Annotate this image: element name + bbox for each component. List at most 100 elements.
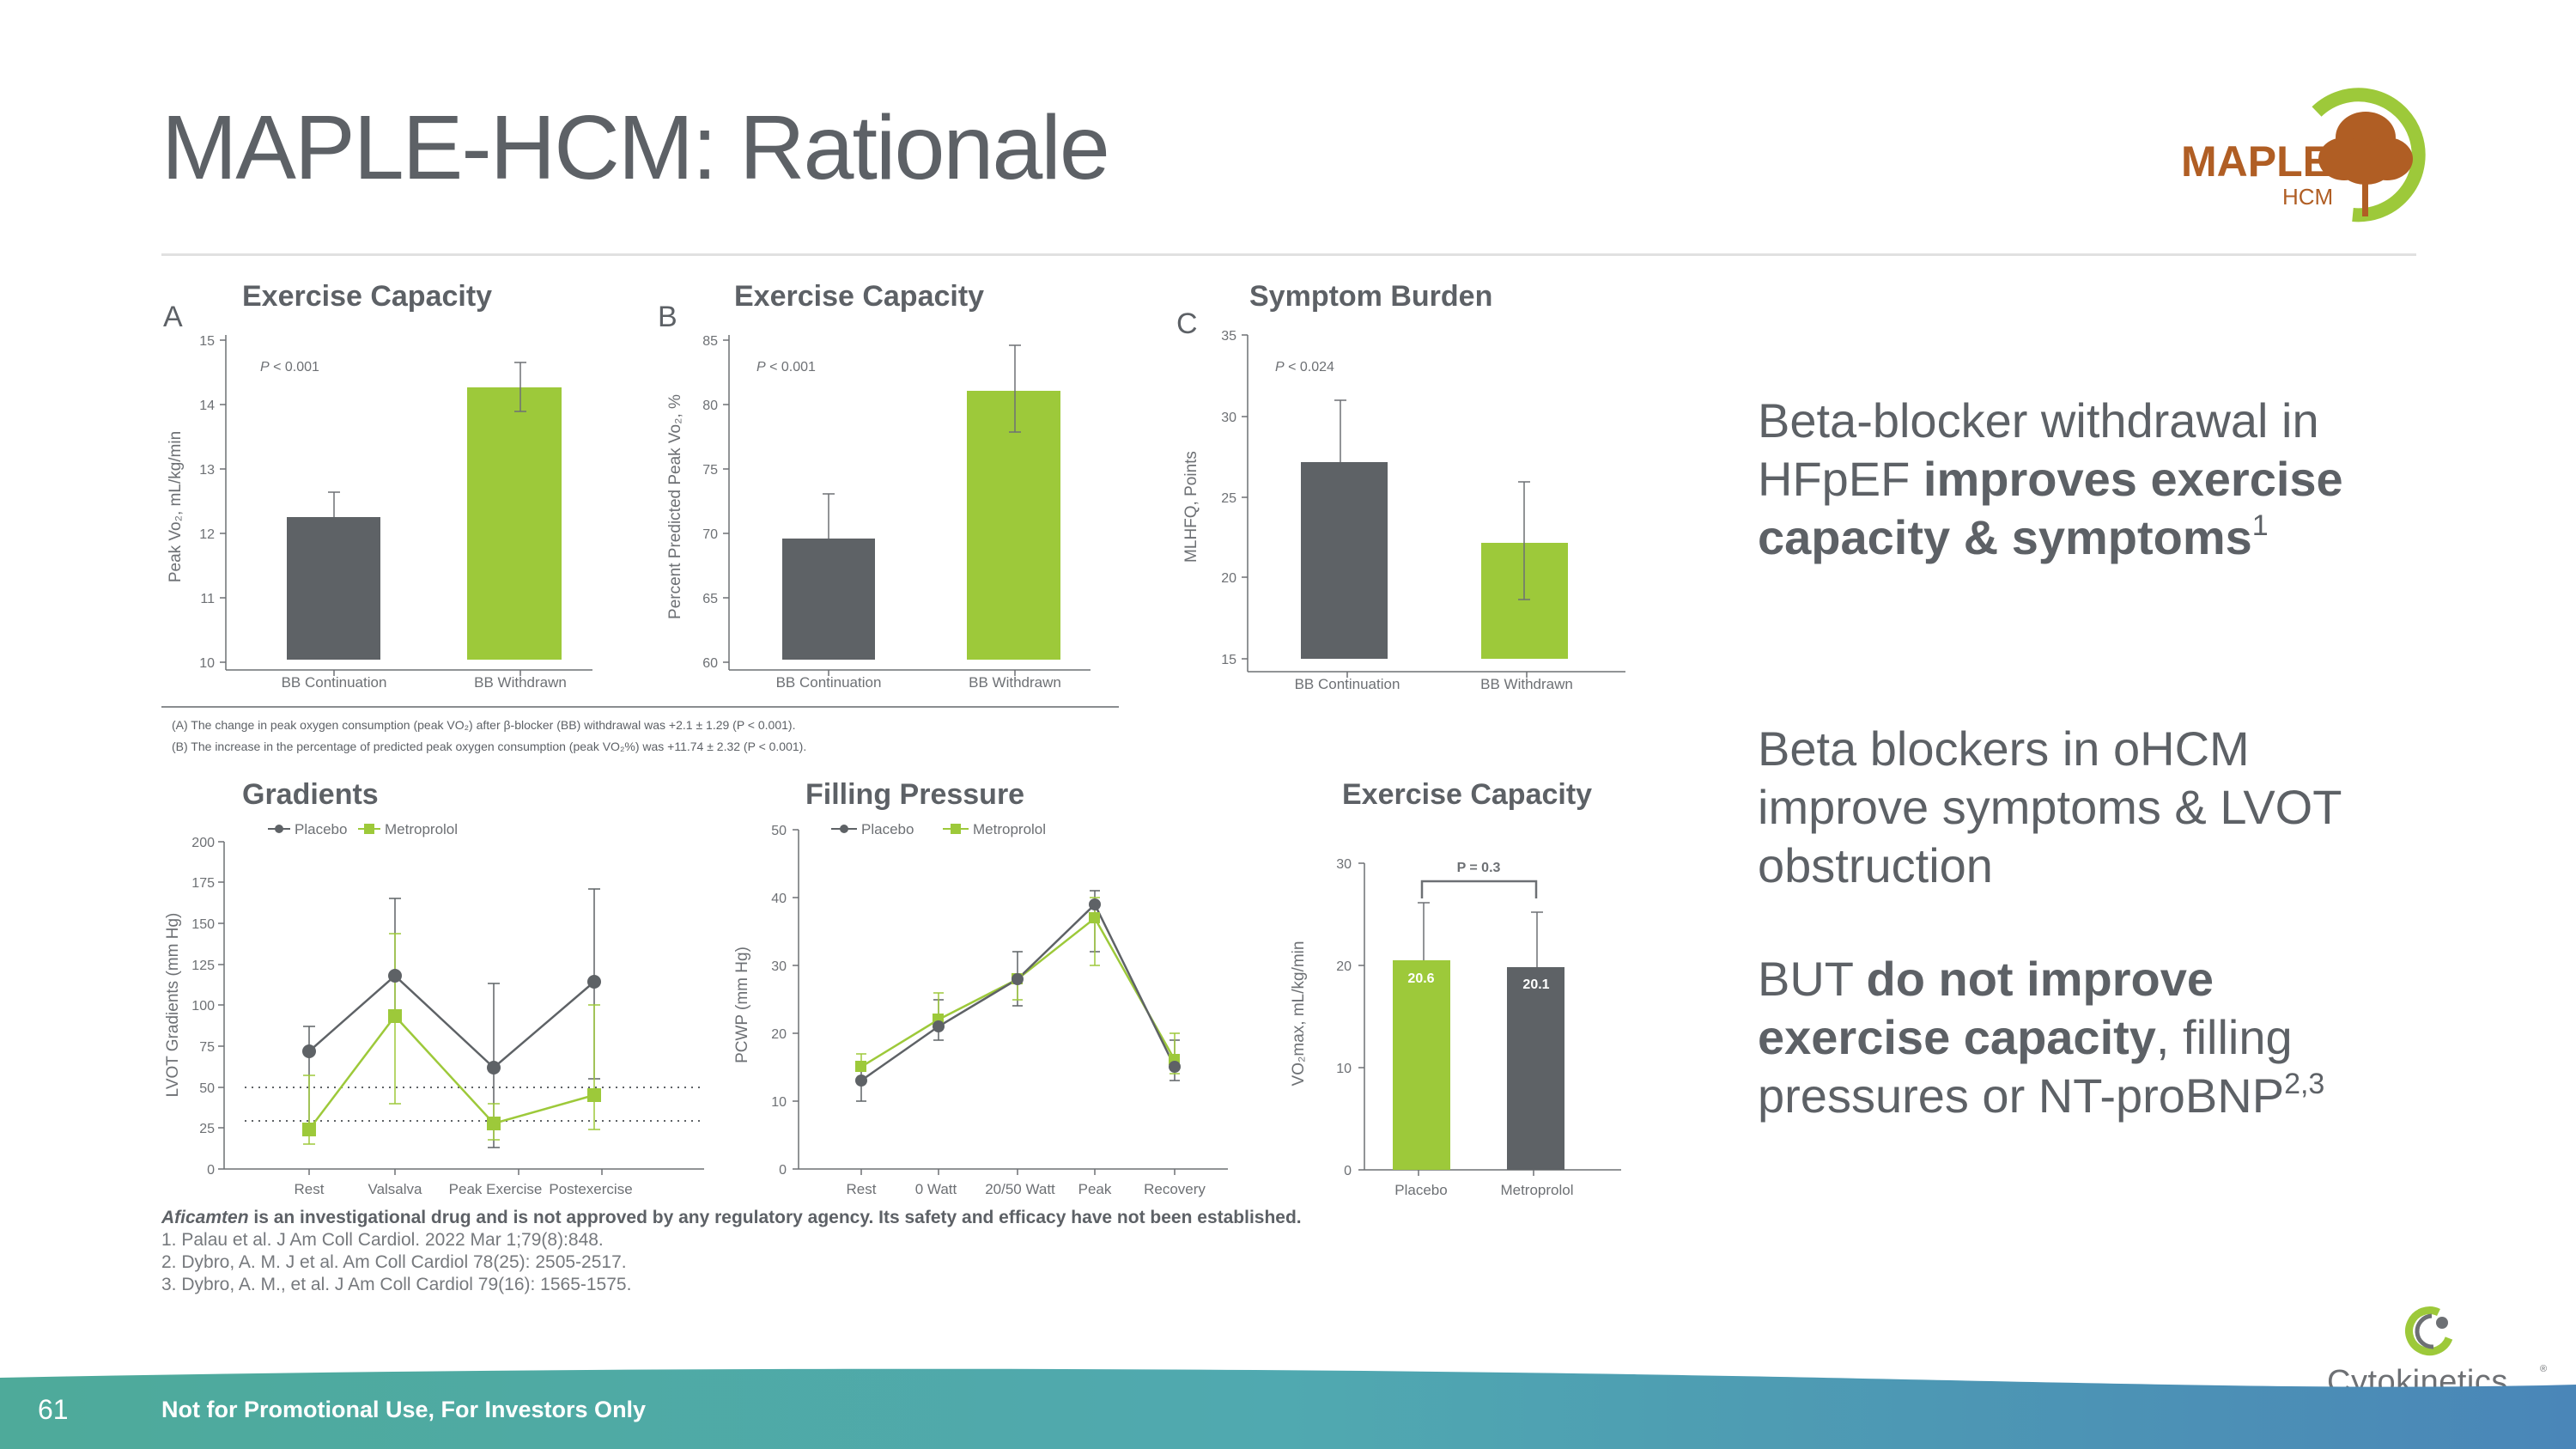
caption-b: (B) The increase in the percentage of pr… [172, 740, 807, 753]
svg-text:Placebo: Placebo [861, 821, 914, 837]
svg-text:25: 25 [1221, 491, 1236, 506]
svg-text:75: 75 [702, 463, 718, 478]
svg-text:20.6: 20.6 [1407, 971, 1434, 986]
svg-text:20.1: 20.1 [1522, 977, 1549, 992]
svg-text:Peak Exercise: Peak Exercise [449, 1181, 543, 1197]
svg-text:20: 20 [1336, 959, 1352, 974]
svg-text:20: 20 [771, 1027, 787, 1042]
panel-filling-title: Filling Pressure [805, 778, 1025, 811]
footer-disclaimer: Not for Promotional Use, For Investors O… [161, 1397, 647, 1422]
svg-text:85: 85 [702, 334, 718, 349]
svg-text:50: 50 [771, 824, 787, 838]
footer-band [0, 1368, 2576, 1449]
svg-text:Postexercise: Postexercise [549, 1181, 632, 1197]
maple-hcm-logo: MAPLE HCM [2172, 77, 2447, 223]
svg-text:P < 0.024: P < 0.024 [1275, 360, 1334, 374]
svg-text:75: 75 [199, 1040, 215, 1055]
svg-text:40: 40 [771, 892, 787, 906]
svg-text:150: 150 [191, 917, 215, 932]
metroprolol-series [308, 1014, 595, 1130]
panel-a-title: Exercise Capacity [242, 280, 493, 313]
panel-a-letter: A [163, 301, 183, 333]
svg-text:Metroprolol: Metroprolol [1500, 1182, 1573, 1198]
chart-a-peak-vo2: 15 14 13 12 11 10 P < 0.001 BB Continuation B… [167, 334, 592, 691]
svg-text:BB Continuation: BB Continuation [776, 674, 882, 691]
svg-text:10: 10 [771, 1095, 787, 1110]
svg-text:100: 100 [191, 999, 215, 1014]
reference-3: 3. Dybro, A. M., et al. J Am Coll Cardio… [161, 1275, 632, 1294]
bullet-1: Beta-blocker withdrawal in HFpEF improve… [1758, 393, 2343, 564]
panel-gradients-title: Gradients [242, 778, 379, 811]
svg-text:Peak: Peak [1078, 1181, 1112, 1197]
svg-text:60: 60 [702, 656, 718, 671]
registered-mark: ® [2540, 1364, 2548, 1374]
svg-text:Metroprolol: Metroprolol [385, 821, 458, 837]
svg-text:BB Continuation: BB Continuation [1295, 676, 1400, 692]
chart-legend: Placebo Metroprolol [268, 821, 458, 837]
chart-legend: Placebo Metroprolol [831, 821, 1046, 837]
svg-text:10: 10 [1336, 1062, 1352, 1076]
svg-text:BB Withdrawn: BB Withdrawn [474, 674, 567, 691]
references: Aficamten is an investigational drug and… [161, 1207, 1302, 1296]
caption-divider [161, 706, 1119, 708]
chart-vo2max: 30 20 10 0 P = 0.3 20.6 20.1 Placebo Metropr… [1290, 857, 1621, 1198]
svg-text:P < 0.001: P < 0.001 [260, 360, 319, 374]
panel-exercise-ohcm-title: Exercise Capacity [1342, 778, 1593, 811]
svg-text:175: 175 [191, 876, 215, 891]
svg-text:35: 35 [1221, 329, 1236, 344]
svg-text:P < 0.001: P < 0.001 [756, 360, 816, 374]
svg-text:125: 125 [191, 959, 215, 973]
svg-text:20: 20 [1221, 571, 1236, 586]
svg-text:Rest: Rest [847, 1181, 877, 1197]
maple-tree-icon: MAPLE HCM [2181, 88, 2426, 222]
placebo-series [308, 974, 595, 1069]
svg-text:12: 12 [199, 527, 215, 542]
chart-lvot-gradients: Placebo Metroprolol 200 175 150 125 100 75 5… [164, 821, 704, 1197]
svg-text:Peak Vo₂, mL/kg/min: Peak Vo₂, mL/kg/min [167, 431, 185, 582]
svg-text:Placebo: Placebo [295, 821, 347, 837]
svg-text:20/50 Watt: 20/50 Watt [985, 1181, 1055, 1197]
svg-text:Recovery: Recovery [1144, 1181, 1206, 1197]
svg-text:30: 30 [771, 959, 787, 974]
reference-1: 1. Palau et al. J Am Coll Cardiol. 2022 … [161, 1230, 604, 1250]
svg-text:10: 10 [199, 656, 215, 671]
svg-text:LVOT Gradients (mm Hg): LVOT Gradients (mm Hg) [164, 913, 182, 1098]
svg-text:MLHFQ, Points: MLHFQ, Points [1182, 451, 1200, 563]
svg-text:0: 0 [207, 1163, 215, 1178]
reference-2: 2. Dybro, A. M. J et al. Am Coll Cardiol… [161, 1252, 627, 1272]
panel-c-title: Symptom Burden [1249, 280, 1493, 313]
svg-text:Percent Predicted Peak Vo₂, %: Percent Predicted Peak Vo₂, % [666, 394, 684, 619]
svg-text:15: 15 [199, 334, 215, 349]
svg-text:13: 13 [199, 463, 215, 478]
bullet-3: BUT do not improve exercise capacity, fi… [1758, 952, 2325, 1123]
svg-text:14: 14 [199, 399, 215, 413]
caption-a: (A) The change in peak oxygen consumptio… [172, 718, 796, 732]
svg-text:200: 200 [191, 836, 215, 850]
panel-b-title: Exercise Capacity [734, 280, 985, 313]
svg-text:MAPLE: MAPLE [2181, 137, 2331, 186]
svg-text:0 Watt: 0 Watt [915, 1181, 957, 1197]
cytokinetics-logo-icon [2405, 1306, 2453, 1356]
svg-text:Rest: Rest [295, 1181, 325, 1197]
svg-text:BB Withdrawn: BB Withdrawn [969, 674, 1061, 691]
svg-text:HCM: HCM [2282, 184, 2333, 210]
svg-text:PCWP (mm Hg): PCWP (mm Hg) [733, 947, 751, 1063]
svg-text:30: 30 [1221, 411, 1236, 425]
panel-c-letter: C [1176, 307, 1198, 340]
svg-text:VO₂max, mL/kg/min: VO₂max, mL/kg/min [1290, 941, 1308, 1087]
page-title: MAPLE-HCM: Rationale [161, 97, 1110, 198]
svg-text:11: 11 [200, 592, 215, 606]
disclaimer: Aficamten is an investigational drug and… [161, 1208, 1302, 1227]
svg-text:P = 0.3: P = 0.3 [1457, 861, 1501, 875]
svg-text:BB Continuation: BB Continuation [282, 674, 387, 691]
svg-text:50: 50 [199, 1081, 215, 1096]
svg-text:0: 0 [779, 1163, 787, 1178]
svg-text:70: 70 [702, 527, 718, 542]
svg-text:30: 30 [1336, 857, 1352, 872]
svg-text:Metroprolol: Metroprolol [973, 821, 1046, 837]
svg-text:Valsalva: Valsalva [368, 1181, 423, 1197]
page-number: 61 [38, 1394, 69, 1425]
title-divider [161, 253, 2416, 256]
svg-text:0: 0 [1344, 1164, 1352, 1178]
